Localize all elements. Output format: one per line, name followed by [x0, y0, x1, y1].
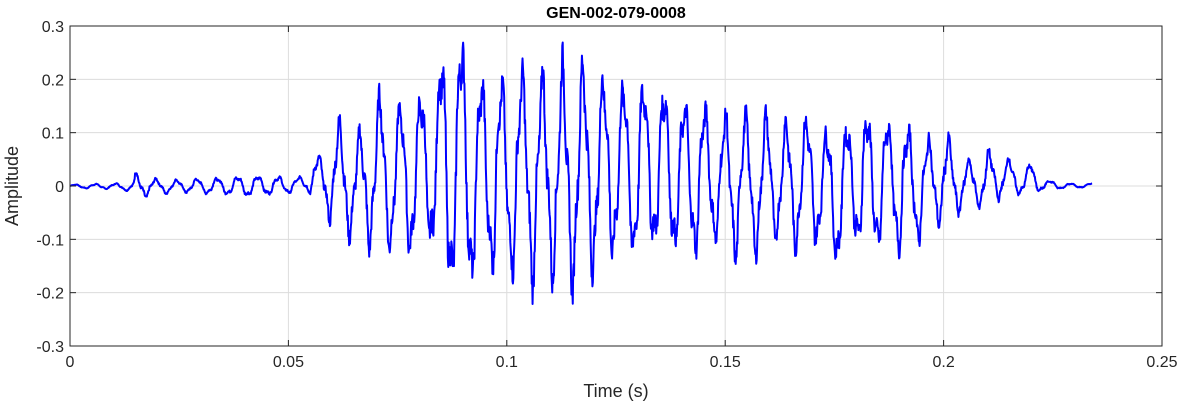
waveform-series-line-0: [69, 41, 1093, 305]
y-tick-label: 0.2: [42, 72, 64, 89]
y-tick-label: 0: [55, 179, 64, 196]
series-layer: [69, 41, 1093, 305]
y-axis-ticks: -0.3 -0.2 -0.1 0 0.1 0.2 0.3: [36, 19, 1162, 356]
y-tick-label: -0.1: [36, 232, 64, 249]
y-tick-label: -0.2: [36, 286, 64, 303]
y-tick-label: -0.3: [36, 339, 64, 356]
x-tick-label: 0.15: [710, 354, 741, 371]
y-axis-label: Amplitude: [2, 146, 22, 226]
x-tick-label: 0.05: [273, 354, 304, 371]
x-axis-label: Time (s): [583, 381, 648, 401]
chart-title: GEN-002-079-0008: [546, 5, 686, 22]
x-tick-label: 0.2: [932, 354, 954, 371]
y-tick-label: 0.3: [42, 19, 64, 36]
x-tick-label: 0: [66, 354, 75, 371]
x-axis-ticks: 0 0.05 0.1 0.15 0.2 0.25: [66, 26, 1178, 371]
x-tick-label: 0.25: [1146, 354, 1177, 371]
x-tick-label: 0.1: [496, 354, 518, 371]
y-tick-label: 0.1: [42, 126, 64, 143]
